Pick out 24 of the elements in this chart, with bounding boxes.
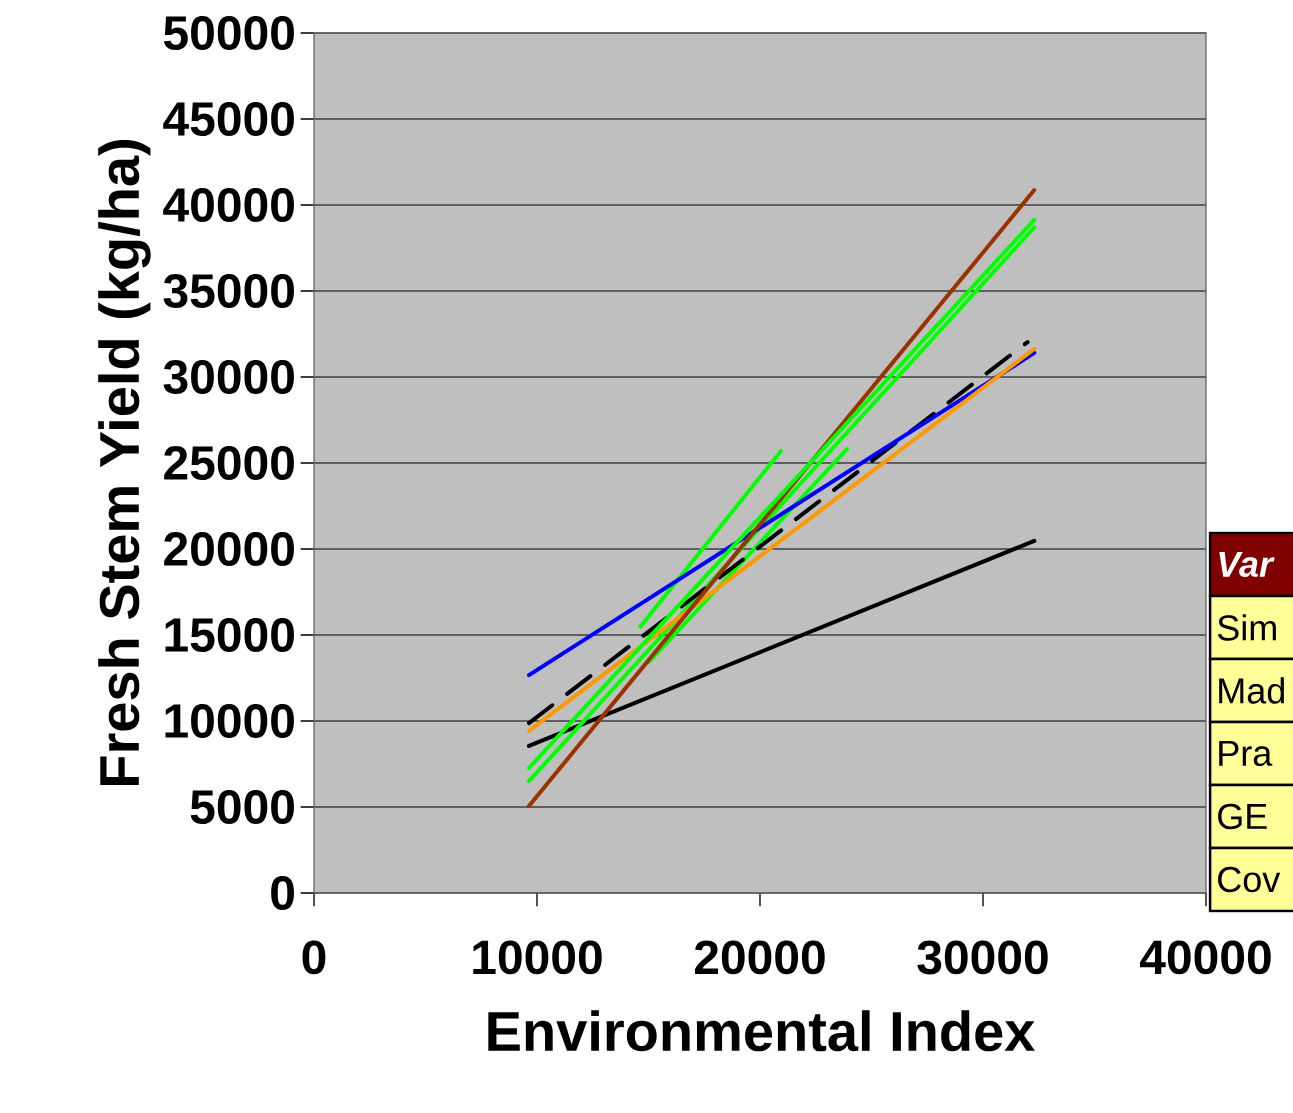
x-tick-label: 30000 <box>917 940 1048 975</box>
y-tick-label: 20000 <box>164 532 294 566</box>
y-tick-label: 35000 <box>163 273 294 309</box>
text: Pra <box>1219 740 1273 767</box>
y-tick-label: 5000 <box>190 790 294 824</box>
y-tick-label: 30000 <box>163 359 294 395</box>
x-tick-label: 20000 <box>694 940 825 975</box>
y-tick-label: 15000 <box>165 618 294 652</box>
x-tick-label: 10000 <box>473 940 602 975</box>
text: Mad <box>1219 677 1284 704</box>
y-tick-label: 0 <box>271 876 294 910</box>
x-tick-label: 40000 <box>1139 940 1271 975</box>
x-tick-label: 0 <box>302 940 326 975</box>
text: Cov <box>1218 866 1281 893</box>
y-tick-label: 50000 <box>163 16 294 50</box>
text: GE <box>1218 803 1267 830</box>
x-axis-title: Environmental Index <box>488 1010 1035 1052</box>
text: Sim <box>1217 614 1276 641</box>
y-tick-label: 40000 <box>163 188 294 222</box>
y-tick-label: 45000 <box>163 102 294 136</box>
y-tick-label: 25000 <box>164 446 294 480</box>
text: Var <box>1219 551 1275 578</box>
y-tick-label: 10000 <box>165 704 294 738</box>
y-axis-title: Fresh Stem Yield (kg/ha) <box>98 140 151 785</box>
